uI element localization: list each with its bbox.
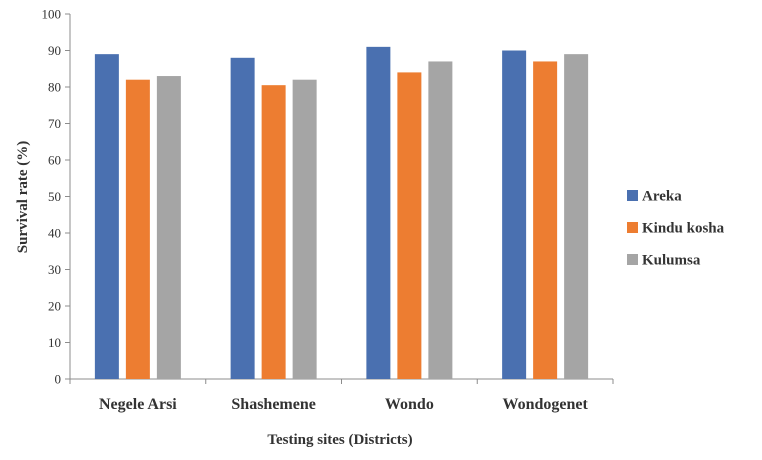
y-axis-title: Survival rate (%): [15, 141, 31, 253]
y-tick-label: 30: [48, 262, 61, 277]
y-tick-label: 0: [55, 372, 62, 387]
legend-swatch: [627, 254, 638, 265]
y-tick-label: 60: [48, 153, 61, 168]
x-category-label: Wondogenet: [502, 396, 588, 413]
y-tick-label: 50: [48, 189, 61, 204]
bar-areka: [502, 50, 527, 379]
bar-areka: [366, 46, 391, 379]
legend-label: Areka: [642, 189, 682, 205]
bar-kindu-kosha: [533, 61, 558, 379]
y-tick-label: 40: [48, 226, 61, 241]
x-category-label: Shashemene: [231, 396, 315, 413]
plot-area: 0 10 20 30 40 50 60 70 80 90 100 Negele Arsi Shashem…: [42, 7, 614, 413]
bar-kulumsa: [564, 54, 589, 380]
bar-kulumsa: [292, 79, 317, 379]
bar-areka: [230, 57, 255, 380]
y-tick-label: 80: [48, 80, 61, 95]
bar-kindu-kosha: [397, 72, 422, 380]
y-tick-label: 90: [48, 43, 61, 58]
legend-label: Kindu kosha: [642, 221, 725, 237]
y-tick-label: 20: [48, 299, 61, 314]
bar-kulumsa: [156, 76, 181, 380]
legend: Areka Kindu kosha Kulumsa: [627, 189, 725, 269]
bar-kulumsa: [428, 61, 453, 379]
x-axis-title: Testing sites (Districts): [267, 432, 412, 448]
x-category-label: Negele Arsi: [99, 396, 177, 413]
bar-kindu-kosha: [125, 79, 150, 379]
y-tick-label: 100: [42, 7, 62, 22]
legend-swatch: [627, 190, 638, 201]
y-tick-label: 70: [48, 116, 61, 131]
x-category-label: Wondo: [385, 396, 434, 413]
bar-kindu-kosha: [261, 85, 286, 380]
bar-areka: [94, 54, 119, 380]
legend-label: Kulumsa: [642, 253, 701, 269]
legend-swatch: [627, 222, 638, 233]
y-tick-label: 10: [48, 335, 61, 350]
